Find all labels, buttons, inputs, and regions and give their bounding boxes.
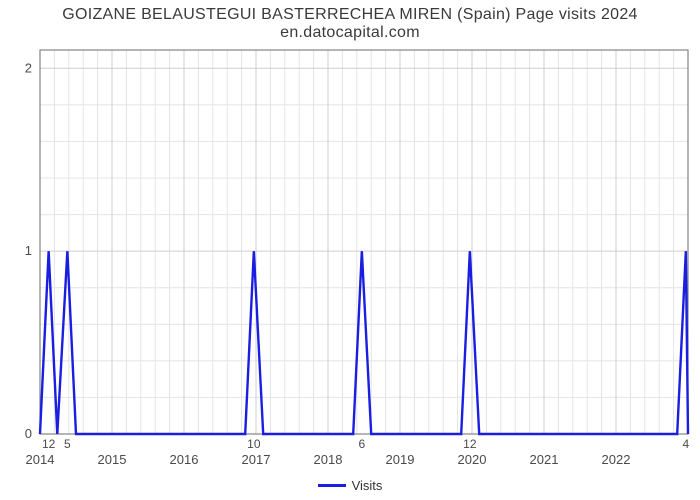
svg-text:4: 4	[682, 437, 689, 451]
legend: Visits	[0, 474, 700, 500]
svg-text:0: 0	[25, 426, 32, 441]
svg-text:2021: 2021	[530, 452, 559, 467]
chart-area: 0122014201520162017201820192020202120221…	[0, 44, 700, 474]
chart-title: GOIZANE BELAUSTEGUI BASTERRECHEA MIREN (…	[0, 0, 700, 44]
svg-text:2018: 2018	[314, 452, 343, 467]
svg-text:2014: 2014	[26, 452, 55, 467]
legend-swatch	[318, 484, 346, 487]
svg-text:6: 6	[358, 437, 365, 451]
line-chart-svg: 0122014201520162017201820192020202120221…	[0, 44, 700, 474]
legend-label: Visits	[352, 478, 383, 493]
svg-text:10: 10	[247, 437, 261, 451]
svg-text:2017: 2017	[242, 452, 271, 467]
svg-text:2015: 2015	[98, 452, 127, 467]
svg-text:2022: 2022	[602, 452, 631, 467]
svg-text:2020: 2020	[458, 452, 487, 467]
svg-text:1: 1	[25, 243, 32, 258]
svg-text:12: 12	[42, 437, 56, 451]
svg-text:5: 5	[64, 437, 71, 451]
svg-text:2016: 2016	[170, 452, 199, 467]
svg-text:12: 12	[463, 437, 477, 451]
svg-text:2: 2	[25, 60, 32, 75]
svg-text:2019: 2019	[386, 452, 415, 467]
